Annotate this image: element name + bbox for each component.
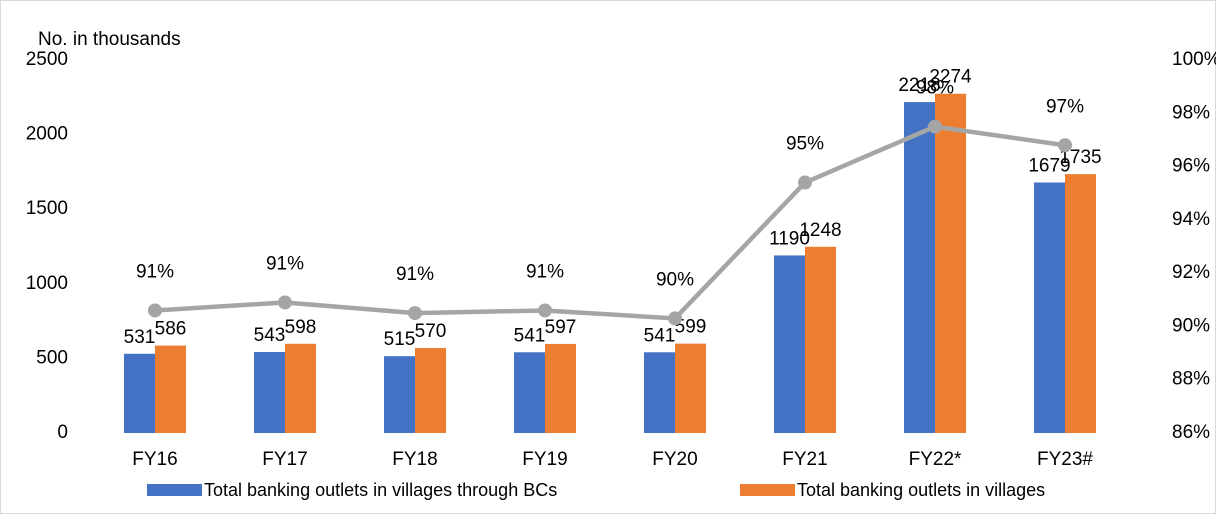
- bar: [1065, 174, 1096, 433]
- line-value-label: 90%: [656, 269, 694, 290]
- legend-swatch: [147, 484, 202, 496]
- bar: [805, 246, 836, 433]
- y-tick-label: 2000: [26, 124, 68, 145]
- line-value-label: 95%: [786, 134, 824, 155]
- y-tick-label: 500: [36, 347, 68, 368]
- bar: [384, 356, 415, 433]
- y-tick-label: 1000: [26, 273, 68, 294]
- x-tick-label: FY18: [392, 449, 437, 470]
- bar-value-label: 2218: [898, 75, 940, 96]
- x-tick-label: FY22*: [909, 449, 962, 470]
- x-tick-label: FY23#: [1037, 449, 1093, 470]
- x-tick-label: FY21: [782, 449, 827, 470]
- bar-value-label: 531: [124, 327, 156, 348]
- bar-value-label: 586: [155, 319, 187, 340]
- legend-label: Total banking outlets in villages: [797, 480, 1045, 500]
- bar-value-label: 1735: [1059, 147, 1101, 168]
- line-point: [928, 119, 942, 134]
- bar-value-label: 515: [384, 329, 416, 350]
- line-value-label: 91%: [266, 253, 304, 274]
- y2-tick-label: 98%: [1172, 102, 1210, 123]
- bar-value-label: 570: [415, 321, 447, 342]
- line-point: [148, 303, 162, 318]
- y2-tick-label: 92%: [1172, 262, 1210, 283]
- bar: [774, 255, 805, 433]
- y2-tick-label: 94%: [1172, 209, 1210, 230]
- bar-value-label: 597: [545, 317, 577, 338]
- bar: [514, 352, 545, 433]
- line-value-label: 98%: [916, 78, 954, 99]
- y-axis-label: No. in thousands: [38, 29, 181, 50]
- line-value-label: 91%: [136, 261, 174, 282]
- line-point: [798, 175, 812, 190]
- bar: [904, 102, 935, 433]
- line-point: [1058, 138, 1072, 153]
- line-point: [538, 303, 552, 318]
- x-tick-label: FY17: [262, 449, 307, 470]
- bar-value-label: 599: [675, 317, 707, 338]
- y2-tick-label: 90%: [1172, 315, 1210, 336]
- bar-value-label: 541: [514, 325, 546, 346]
- bar: [124, 353, 155, 433]
- legend-swatch: [740, 484, 795, 496]
- y2-tick-label: 100%: [1172, 49, 1216, 70]
- y-tick-label: 2500: [26, 49, 68, 70]
- bar-value-label: 1248: [799, 220, 841, 241]
- line-point: [668, 311, 682, 326]
- bar-value-label: 1190: [769, 228, 810, 249]
- bar-value-label: 543: [254, 325, 286, 346]
- bar: [545, 343, 576, 433]
- bar: [285, 343, 316, 433]
- bar-value-label: 541: [644, 325, 676, 346]
- y2-tick-label: 88%: [1172, 369, 1210, 390]
- bar: [1034, 182, 1065, 433]
- y2-tick-label: 96%: [1172, 156, 1210, 177]
- bar: [155, 345, 186, 433]
- y-tick-label: 0: [57, 422, 68, 443]
- bar: [935, 93, 966, 433]
- line: [154, 124, 1066, 321]
- x-tick-label: FY20: [652, 449, 697, 470]
- bar: [254, 351, 285, 433]
- line-value-label: 91%: [526, 261, 564, 282]
- legend-label: Total banking outlets in villages throug…: [204, 480, 557, 500]
- line-point: [278, 295, 292, 310]
- bar-value-label: 598: [285, 317, 317, 338]
- line-point: [408, 306, 422, 321]
- bar: [644, 352, 675, 433]
- y-tick-label: 1500: [26, 198, 68, 219]
- bar-value-label: 2274: [929, 67, 972, 88]
- y2-tick-label: 86%: [1172, 422, 1210, 443]
- line-value-label: 91%: [396, 264, 434, 285]
- x-tick-label: FY19: [522, 449, 567, 470]
- x-tick-label: FY16: [132, 449, 177, 470]
- line-value-label: 97%: [1046, 96, 1084, 117]
- bar: [415, 347, 446, 433]
- bar-value-label: 1679: [1028, 156, 1070, 177]
- bar: [675, 343, 706, 433]
